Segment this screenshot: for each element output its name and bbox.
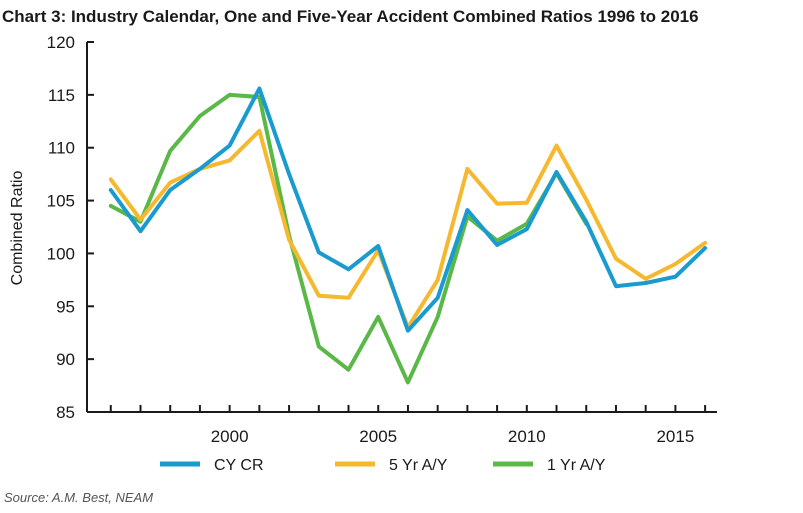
x-tick-label: 2000 (211, 427, 249, 446)
y-tick-label: 90 (56, 350, 75, 369)
chart-title: Chart 3: Industry Calendar, One and Five… (2, 7, 699, 26)
legend: CY CR 5 Yr A/Y 1 Yr A/Y (160, 457, 606, 474)
legend-label-1-yr-a-y: 1 Yr A/Y (547, 457, 606, 474)
x-tick-label: 2015 (656, 427, 694, 446)
series-line-1-yr-a-y (108, 92, 589, 385)
y-tick-label: 120 (47, 33, 75, 52)
y-tick-label: 95 (56, 297, 75, 316)
y-tick-label: 115 (48, 86, 75, 105)
y-tick-label: 110 (48, 139, 75, 158)
source-note: Source: A.M. Best, NEAM (4, 490, 153, 505)
series-line-cy-cr (108, 86, 708, 333)
legend-label-5-yr-a-y: 5 Yr A/Y (389, 457, 448, 474)
y-tick-label: 85 (56, 403, 75, 422)
axes: 85 90 95 100 105 110 115 120 2000 2005 2010 2015 (47, 33, 717, 446)
y-axis-label: Combined Ratio (9, 171, 26, 286)
x-tick-label: 2010 (508, 427, 546, 446)
y-tick-label: 105 (47, 192, 75, 211)
legend-label-cy-cr: CY CR (214, 457, 264, 474)
x-tick-label: 2005 (359, 427, 397, 446)
series-group (108, 86, 708, 385)
series-line-5-yr-a-y (108, 128, 708, 330)
y-tick-label: 100 (47, 244, 75, 263)
